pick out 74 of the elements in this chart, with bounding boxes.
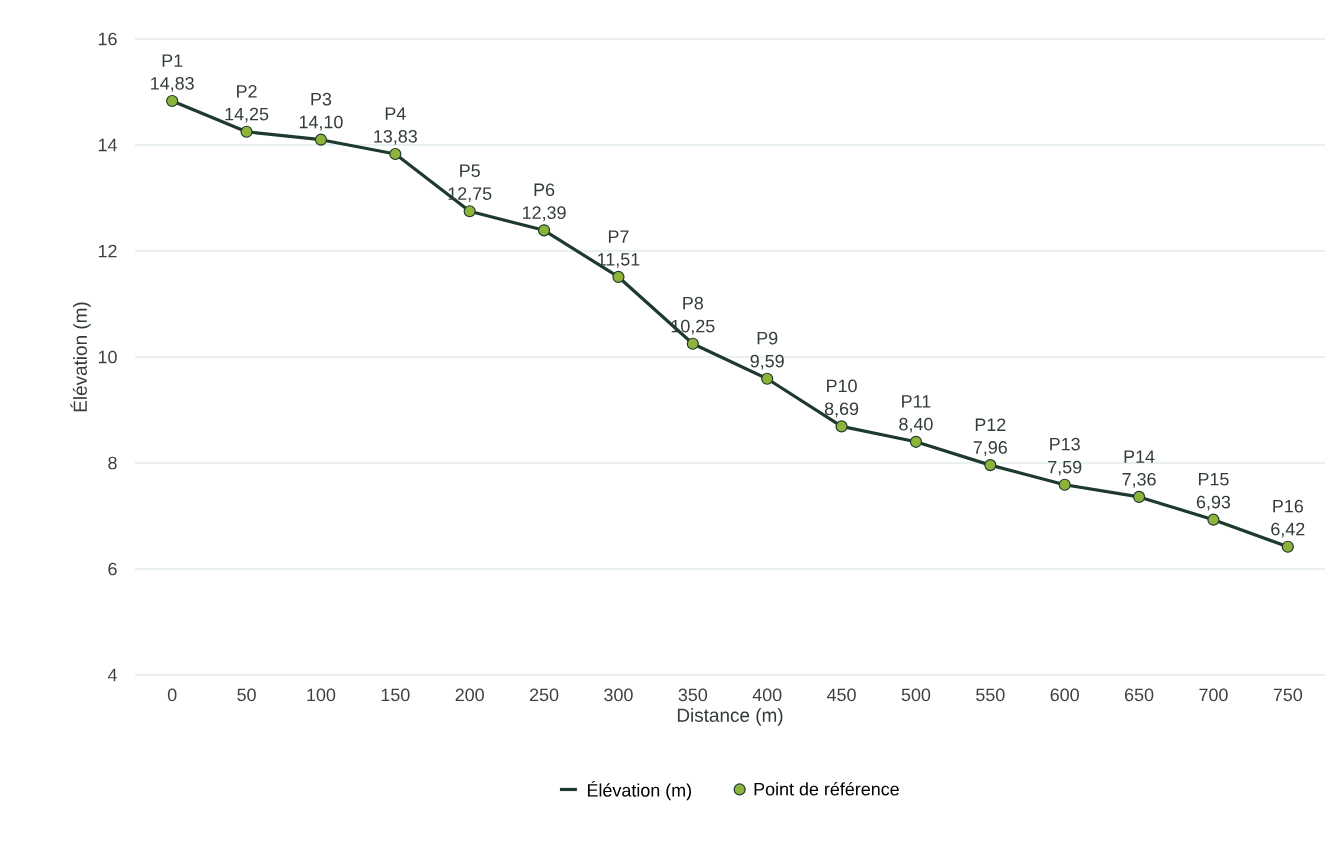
annotation: P11 [902, 395, 931, 408]
x-tick-label: 400 [752, 688, 782, 702]
x-tick-label: 450 [827, 688, 856, 702]
point [240, 125, 253, 138]
point [166, 94, 179, 108]
data-label: 7,36 [1122, 472, 1156, 488]
data-label: 7,59 [1048, 460, 1082, 476]
annotation: P7 [608, 230, 629, 243]
legend-label: Point de référence [754, 782, 899, 796]
y-tick-label: 16 [98, 32, 117, 46]
point [1058, 478, 1071, 491]
y-tick-label: 14 [98, 138, 117, 152]
point [835, 420, 848, 433]
y-tick-label: 4 [107, 668, 117, 682]
x-tick-label: 50 [237, 688, 256, 702]
y-tick-label: 12 [98, 244, 117, 258]
annotation: P2 [237, 85, 257, 98]
annotation: P4 [385, 107, 406, 120]
annotation: P16 [1273, 499, 1303, 513]
y-axis-title: Élévation (m) [70, 302, 91, 412]
legend-label: Élévation (m) [587, 780, 692, 801]
annotation: P5 [460, 164, 480, 178]
annotation: P14 [1124, 450, 1155, 463]
point [463, 205, 476, 218]
data-label: 13,83 [374, 129, 417, 145]
annotation: P3 [311, 92, 332, 106]
annotation: P9 [757, 331, 778, 345]
point [761, 372, 774, 385]
x-tick-label: 650 [1125, 688, 1154, 702]
data-label: 8,40 [899, 417, 933, 433]
annotation: P12 [975, 418, 1006, 431]
data-label: 11,51 [598, 253, 640, 268]
data-label: 12,39 [522, 206, 566, 222]
data-label: 6,42 [1271, 522, 1305, 538]
x-tick-label: 550 [976, 688, 1005, 702]
point [389, 147, 402, 161]
x-tick-label: 150 [381, 688, 410, 702]
y-tick-label: 6 [108, 562, 117, 576]
point [909, 435, 923, 448]
annotation: P10 [827, 379, 857, 393]
data-label: 6,93 [1196, 495, 1231, 511]
point [1207, 513, 1220, 526]
x-tick-label: 200 [455, 688, 484, 702]
point [537, 224, 551, 237]
x-tick-label: 500 [901, 688, 931, 702]
point [984, 459, 997, 472]
x-tick-label: 700 [1199, 688, 1228, 702]
y-tick-label: 10 [98, 350, 117, 364]
data-label: 14,25 [225, 107, 269, 123]
annotation: P1 [162, 54, 183, 67]
x-tick-label: 0 [167, 688, 177, 702]
data-label: 7,96 [973, 441, 1007, 456]
annotation: P13 [1050, 437, 1080, 451]
annotation: P8 [683, 296, 704, 310]
data-label: 14,10 [299, 115, 343, 131]
point [1132, 490, 1146, 504]
data-label: 8,69 [824, 402, 859, 418]
annotation: P15 [1198, 472, 1229, 486]
x-tick-label: 750 [1273, 688, 1303, 702]
data-label: 12,75 [448, 187, 492, 203]
x-axis-title: Distance (m) [677, 708, 783, 726]
point [314, 133, 328, 146]
data-label: 14,83 [151, 76, 194, 92]
annotation: P6 [534, 183, 555, 197]
x-tick-label: 600 [1050, 688, 1079, 702]
x-tick-label: 100 [307, 688, 336, 702]
x-tick-label: 250 [530, 688, 559, 702]
data-label: 9,59 [750, 354, 784, 370]
x-tick-label: 350 [678, 688, 708, 702]
point [1281, 540, 1294, 553]
x-tick-label: 300 [604, 688, 633, 702]
point [612, 270, 625, 284]
point [686, 337, 699, 350]
y-tick-label: 8 [108, 456, 117, 470]
